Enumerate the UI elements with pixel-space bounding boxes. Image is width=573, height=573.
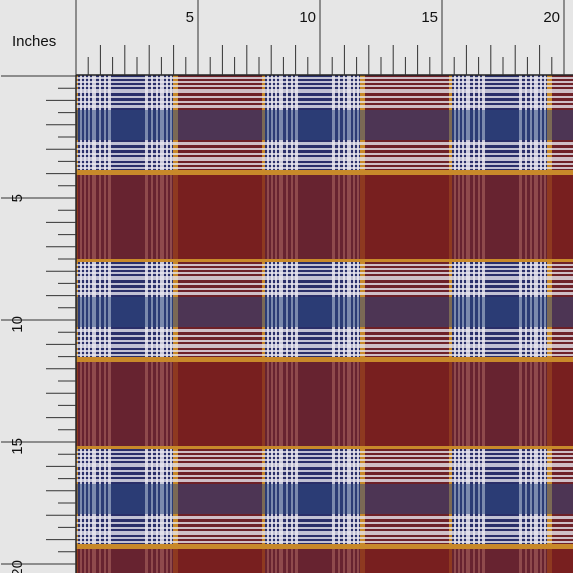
fabric <box>76 75 573 573</box>
left-ruler-label: 10 <box>9 316 26 333</box>
left-ruler-label: 5 <box>9 194 26 202</box>
left-ruler-label: 15 <box>9 438 26 455</box>
top-ruler-label: 15 <box>421 9 438 26</box>
left-ruler-label: 20 <box>9 560 26 573</box>
ruler-unit: Inches <box>12 33 56 50</box>
top-ruler-label: 5 <box>186 9 194 26</box>
top-ruler-label: 10 <box>299 9 316 26</box>
top-ruler-label: 20 <box>543 9 560 26</box>
